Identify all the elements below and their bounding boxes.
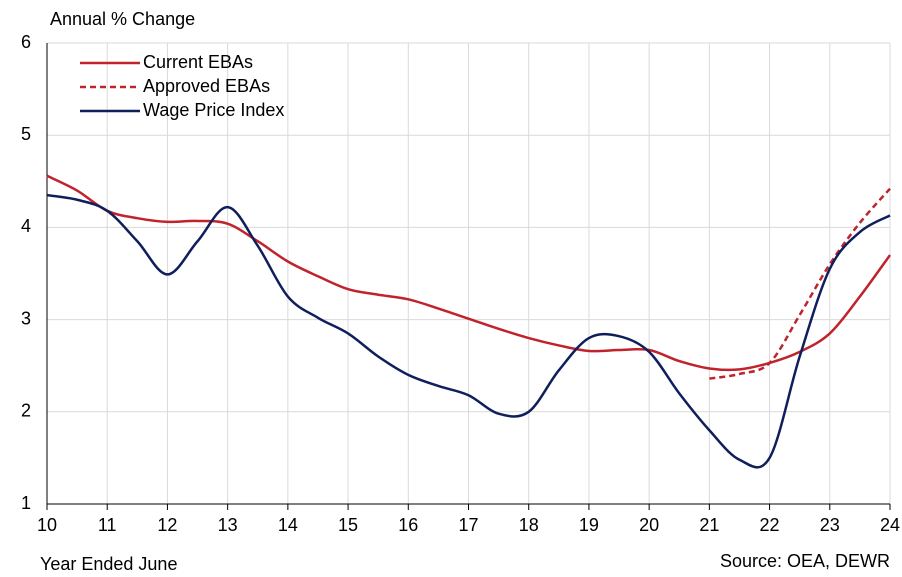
legend-label: Approved EBAs	[143, 76, 270, 96]
x-tick-label: 17	[458, 515, 478, 535]
series-line	[709, 187, 891, 380]
x-tick-label: 20	[639, 515, 659, 535]
y-tick-label: 5	[21, 124, 31, 144]
x-axis-label: Year Ended June	[40, 554, 177, 574]
x-tick-label: 22	[760, 515, 780, 535]
x-tick-label: 14	[278, 515, 298, 535]
x-tick-label: 12	[157, 515, 177, 535]
x-tick-label: 13	[218, 515, 238, 535]
series-line	[46, 174, 892, 372]
legend-label: Current EBAs	[143, 52, 253, 72]
y-tick-label: 1	[21, 493, 31, 513]
x-tick-label: 21	[699, 515, 719, 535]
x-tick-label: 10	[37, 515, 57, 535]
y-tick-label: 3	[21, 308, 31, 328]
y-axis-label: Annual % Change	[50, 9, 195, 29]
x-tick-label: 15	[338, 515, 358, 535]
x-tick-label: 11	[98, 515, 117, 535]
x-tick-label: 24	[880, 515, 900, 535]
x-tick-label: 16	[398, 515, 418, 535]
series-line	[46, 193, 891, 469]
source: Source: OEA, DEWR	[720, 551, 890, 571]
y-tick-label: 2	[21, 401, 31, 421]
y-tick-label: 6	[21, 32, 31, 52]
x-tick-label: 18	[519, 515, 539, 535]
x-tick-label: 23	[820, 515, 840, 535]
legend-label: Wage Price Index	[143, 100, 284, 120]
y-tick-label: 4	[21, 216, 31, 236]
x-tick-label: 19	[579, 515, 599, 535]
